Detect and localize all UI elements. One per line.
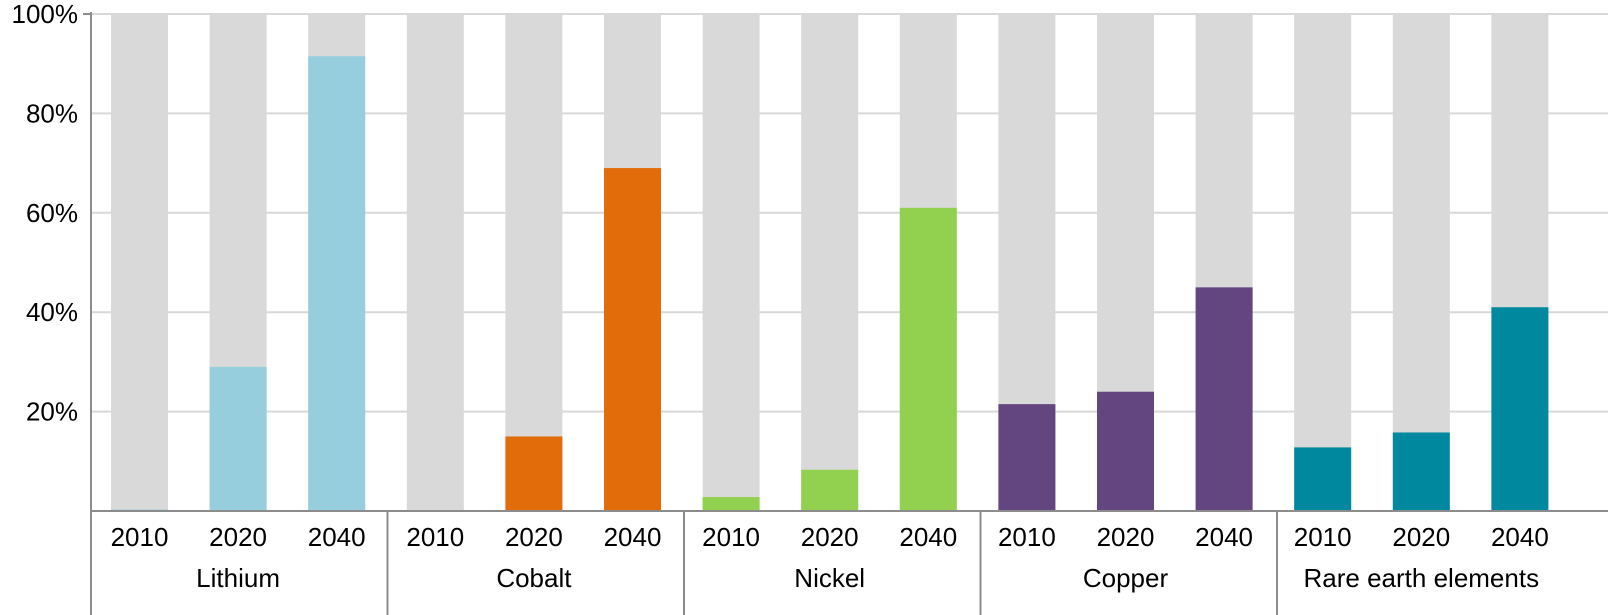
bar-remainder [702, 14, 760, 511]
x-group-label: Copper [1083, 563, 1169, 593]
x-tick-label-year: 2010 [406, 522, 464, 552]
x-group-label: Rare earth elements [1304, 563, 1540, 593]
x-tick-label-year: 2040 [604, 522, 662, 552]
bar-value [1392, 432, 1450, 511]
x-tick-label-year: 2040 [1491, 522, 1549, 552]
x-axis-labels: 2010 2020 2040 Lithium 2010 2020 2040 Cobalt 201… [111, 522, 1549, 593]
y-axis-ticks: 20% 40% 60% 80% 100% [12, 0, 79, 427]
y-tick-label: 60% [26, 198, 78, 228]
bars [111, 14, 1549, 512]
bar-value [1294, 447, 1352, 511]
bar-remainder [1392, 14, 1450, 511]
bar-value [702, 497, 760, 511]
bar-value [505, 436, 563, 511]
bar-value [998, 404, 1056, 511]
x-group-label: Lithium [196, 563, 280, 593]
x-tick-label-year: 2020 [209, 522, 267, 552]
x-group-label: Nickel [794, 563, 865, 593]
bar-value [1097, 391, 1154, 511]
x-tick-label-year: 2020 [505, 522, 563, 552]
x-tick-label-year: 2010 [702, 522, 760, 552]
bar-value [899, 207, 957, 511]
x-tick-label-year: 2040 [899, 522, 957, 552]
x-group-label: Cobalt [496, 563, 572, 593]
y-tick-label: 100% [12, 0, 79, 29]
y-tick-label: 20% [26, 397, 78, 427]
bar-value [1491, 307, 1549, 511]
bar-value [604, 168, 661, 511]
y-tick-label: 80% [26, 98, 78, 128]
x-tick-label-year: 2020 [1097, 522, 1155, 552]
bar-value [1195, 287, 1253, 511]
bar-remainder [505, 14, 563, 511]
bar-remainder [111, 14, 168, 511]
axes [83, 12, 1608, 615]
x-tick-label-year: 2040 [308, 522, 366, 552]
bar-value [209, 366, 267, 511]
y-tick-label: 40% [26, 297, 78, 327]
bar-remainder [406, 14, 464, 511]
bar-value [308, 56, 366, 512]
x-tick-label-year: 2020 [1392, 522, 1450, 552]
x-tick-label-year: 2010 [111, 522, 169, 552]
bar-remainder [1294, 14, 1352, 511]
x-tick-label-year: 2010 [998, 522, 1056, 552]
x-tick-label-year: 2040 [1195, 522, 1253, 552]
bar-value [801, 469, 859, 511]
x-tick-label-year: 2020 [801, 522, 859, 552]
bar-remainder [801, 14, 859, 511]
x-tick-label-year: 2010 [1294, 522, 1352, 552]
